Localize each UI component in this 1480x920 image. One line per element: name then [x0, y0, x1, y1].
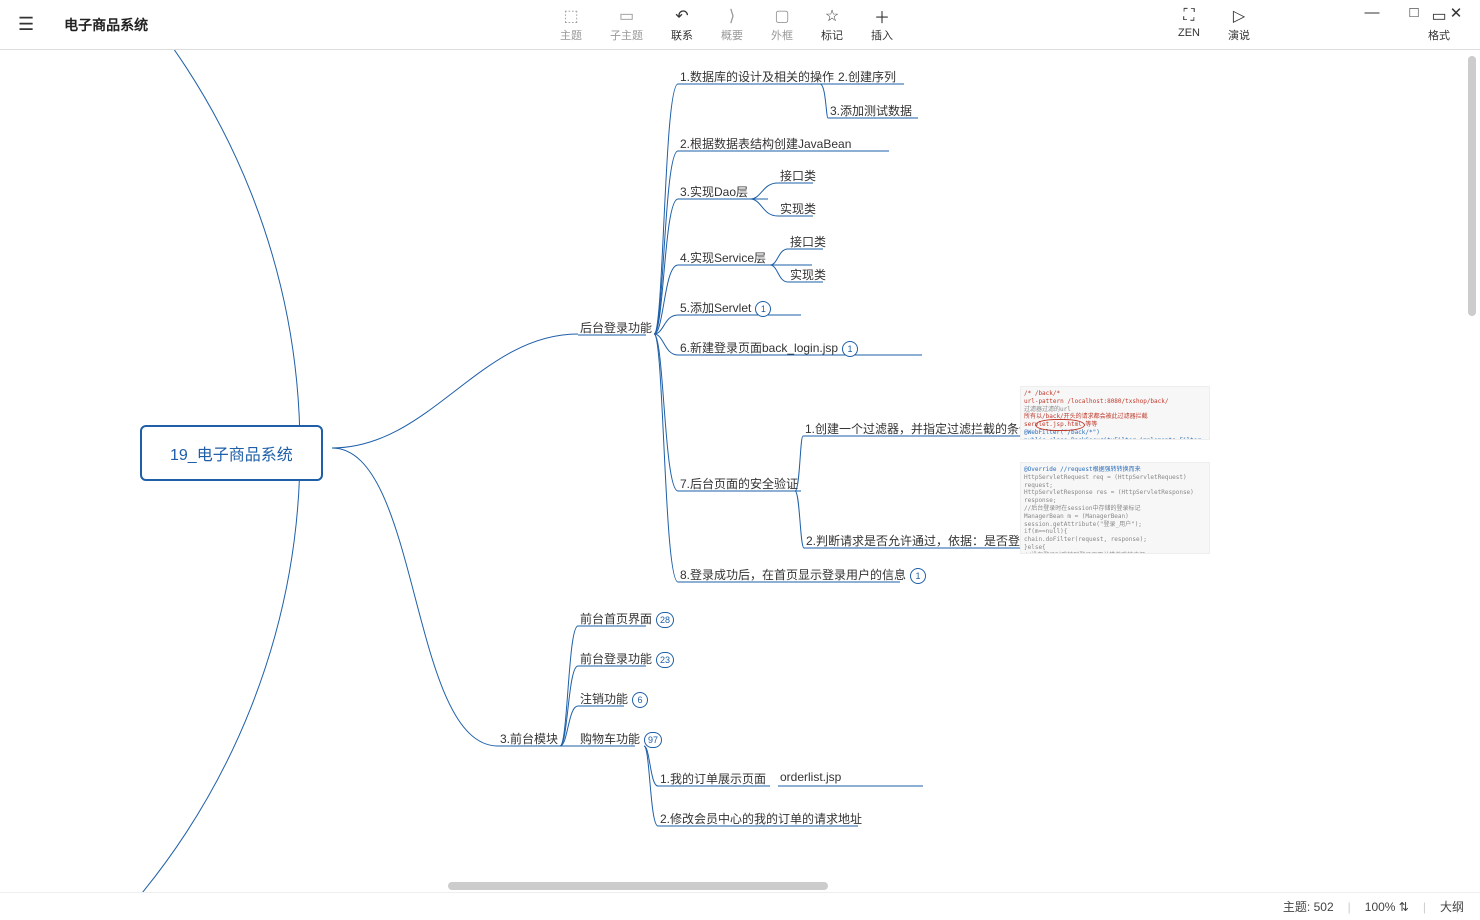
mindmap-node[interactable]: 实现类: [780, 200, 816, 217]
toolbar-icon: ☆: [825, 7, 839, 25]
mindmap-node[interactable]: 购物车功能97: [580, 730, 662, 748]
node-badge: 1: [910, 568, 926, 584]
mindmap-node[interactable]: 实现类: [790, 266, 826, 283]
node-badge: 28: [656, 612, 674, 628]
node-badge: 6: [632, 692, 648, 708]
document-title: 电子商品系统: [64, 15, 148, 35]
zoom-level[interactable]: 100% ⇅: [1365, 900, 1409, 914]
toolbar-label: ZEN: [1178, 27, 1200, 39]
horizontal-scrollbar[interactable]: [8, 880, 1472, 892]
toolbar-ZEN-button[interactable]: ⛶ ZEN: [1178, 7, 1200, 43]
toolbar-icon: ⟩: [729, 7, 735, 25]
mindmap-node[interactable]: 5.添加Servlet1: [680, 299, 771, 317]
toolbar-icon: ▷: [1233, 7, 1245, 25]
mindmap-node[interactable]: 1.创建一个过滤器，并指定过滤拦截的条件: [805, 420, 1031, 437]
toolbar-label: 格式: [1428, 27, 1450, 43]
statusbar: 主题: 502 | 100% ⇅ | 大纲: [0, 892, 1480, 920]
mindmap-root-node[interactable]: 19_电子商品系统: [140, 425, 323, 481]
mindmap-node[interactable]: 2.判断请求是否允许通过，依据：是否登录: [806, 532, 1032, 549]
mindmap-node[interactable]: 后台登录功能: [580, 319, 652, 336]
vertical-scrollbar[interactable]: [1466, 56, 1478, 878]
toolbar-icon: ＋: [874, 7, 890, 25]
mindmap-node[interactable]: 6.新建登录页面back_login.jsp1: [680, 339, 858, 357]
mindmap-node[interactable]: 1.我的订单展示页面: [660, 770, 766, 787]
mindmap-node[interactable]: 7.后台页面的安全验证: [680, 475, 798, 492]
toolbar-label: 概要: [721, 27, 743, 43]
toolbar-联系-button[interactable]: ↶ 联系: [671, 7, 693, 43]
toolbar-label: 演说: [1228, 27, 1250, 43]
mindmap-node[interactable]: 8.登录成功后，在首页显示登录用户的信息1: [680, 566, 926, 584]
mindmap-node[interactable]: 2.创建序列: [838, 68, 896, 85]
horizontal-scrollbar-thumb[interactable]: [448, 882, 828, 890]
toolbar-icon: ▭: [619, 7, 634, 25]
toolbar-概要-button: ⟩ 概要: [721, 7, 743, 43]
code-thumbnail: @Override //request根据强转转换而来HttpServletRe…: [1020, 462, 1210, 554]
toolbar-icon: ▢: [774, 7, 789, 25]
vertical-scrollbar-thumb[interactable]: [1468, 56, 1476, 316]
mindmap-canvas[interactable]: 19_电子商品系统 后台登录功能 1.数据库的设计及相关的操作2.创建序列 3.添加测…: [0, 50, 1480, 892]
close-icon[interactable]: ✕: [1446, 4, 1466, 24]
node-badge: 1: [842, 341, 858, 357]
mindmap-node[interactable]: 接口类: [780, 167, 816, 184]
toolbar: ☰ 电子商品系统 ⬚主题▭子主题↶联系⟩概要▢外框☆标记＋插入 ⛶ZEN▷演说 …: [0, 0, 1480, 50]
toolbar-演说-button[interactable]: ▷ 演说: [1228, 7, 1250, 43]
toolbar-center-group: ⬚ 主题 ▭ 子主题 ↶ 联系 ⟩ 概要 ▢ 外框 ☆ 标记 ＋ 插入: [560, 7, 893, 43]
statusbar-separator: |: [1348, 900, 1351, 914]
toolbar-label: 标记: [821, 27, 843, 43]
mindmap-node[interactable]: 接口类: [790, 233, 826, 250]
node-badge: 23: [656, 652, 674, 668]
minimize-icon[interactable]: —: [1362, 4, 1382, 24]
toolbar-标记-button[interactable]: ☆ 标记: [821, 7, 843, 43]
toolbar-label: 联系: [671, 27, 693, 43]
node-badge: 1: [755, 301, 771, 317]
mindmap-node[interactable]: 3.实现Dao层: [680, 183, 748, 200]
toolbar-label: 外框: [771, 27, 793, 43]
toolbar-icon: ⛶: [1183, 7, 1194, 25]
mindmap-node[interactable]: 1.数据库的设计及相关的操作: [680, 68, 834, 85]
node-badge: 97: [644, 732, 662, 748]
window-controls: — □ ✕: [1348, 0, 1480, 28]
toolbar-外框-button: ▢ 外框: [771, 7, 793, 43]
mindmap-node[interactable]: 2.修改会员中心的我的订单的请求地址: [660, 810, 862, 827]
toolbar-icon: ⬚: [563, 7, 578, 25]
toolbar-label: 主题: [560, 27, 582, 43]
toolbar-right-group-1: ⛶ ZEN ▷ 演说: [1178, 7, 1250, 43]
mindmap-node[interactable]: 前台首页界面28: [580, 610, 674, 628]
statusbar-separator: |: [1423, 900, 1426, 914]
mindmap-node[interactable]: 前台登录功能23: [580, 650, 674, 668]
toolbar-label: 插入: [871, 27, 893, 43]
toolbar-子主题-button: ▭ 子主题: [610, 7, 643, 43]
mindmap-node[interactable]: 4.实现Service层: [680, 249, 766, 266]
view-mode[interactable]: 大纲: [1440, 898, 1464, 915]
mindmap-node[interactable]: 3.添加测试数据: [830, 102, 912, 119]
menu-icon[interactable]: ☰: [18, 14, 34, 35]
toolbar-主题-button: ⬚ 主题: [560, 7, 582, 43]
mindmap-node[interactable]: 2.根据数据表结构创建JavaBean: [680, 135, 851, 152]
mindmap-node[interactable]: 注销功能6: [580, 690, 648, 708]
toolbar-icon: ↶: [675, 7, 688, 25]
maximize-icon[interactable]: □: [1404, 4, 1424, 24]
mindmap-node[interactable]: orderlist.jsp: [780, 770, 841, 784]
toolbar-插入-button[interactable]: ＋ 插入: [871, 7, 893, 43]
mindmap-node[interactable]: 3.前台模块: [500, 730, 558, 747]
topic-count-label: 主题: 502: [1283, 898, 1334, 915]
toolbar-label: 子主题: [610, 27, 643, 43]
code-thumbnail: /* /back/* url-pattern /localhost:8080/t…: [1020, 386, 1210, 440]
